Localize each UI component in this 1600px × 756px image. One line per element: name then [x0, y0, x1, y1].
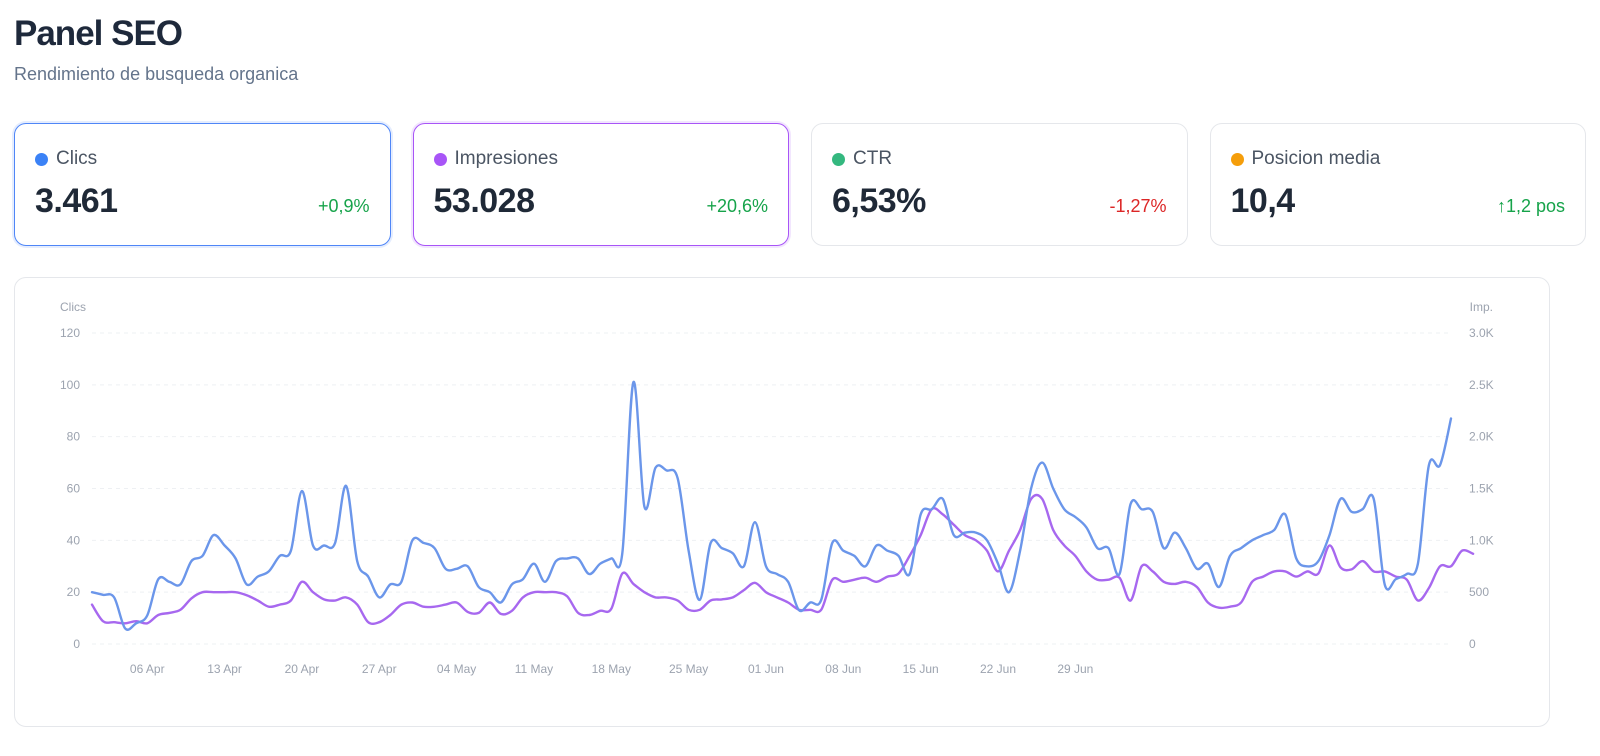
- x-tick-label: 08 Jun: [825, 662, 861, 676]
- x-tick-label: 25 May: [669, 662, 708, 676]
- y-left-tick-label: 60: [67, 482, 81, 496]
- kpi-card-position[interactable]: Posicion media 10,4 ↑1,2 pos: [1209, 123, 1586, 246]
- kpi-card-clicks[interactable]: Clics 3.461 +0,9%: [14, 123, 391, 246]
- kpi-delta-position: ↑1,2 pos: [1496, 196, 1565, 216]
- performance-chart: 0 0 20 500 40 1.0K 60 1.5K 80 2.0K 100 2.5K 120 3.0K C…: [60, 300, 1494, 676]
- y-right-tick-label: 2.5K: [1469, 378, 1494, 392]
- x-tick-label: 13 Apr: [207, 662, 242, 676]
- kpi-label-impressions: Impresiones: [433, 148, 558, 170]
- x-tick-label: 18 May: [592, 662, 631, 676]
- x-tick-label: 15 Jun: [903, 662, 939, 676]
- clicks-dot-icon: [35, 152, 48, 166]
- y-left-tick-label: 100: [60, 378, 80, 392]
- kpi-label-position: Posicion media: [1230, 148, 1380, 170]
- x-tick-label: 06 Apr: [130, 662, 165, 676]
- ctr-dot-icon: [832, 152, 845, 166]
- impressions-series-line: [90, 493, 1475, 626]
- kpi-label-ctr: CTR: [832, 148, 892, 170]
- x-tick-label: 27 Apr: [362, 662, 397, 676]
- kpi-delta-impressions: +20,6%: [706, 196, 768, 216]
- kpi-value-ctr: 6,53%: [832, 182, 926, 220]
- y-left-tick-label: 40: [67, 533, 81, 547]
- kpi-value-position: 10,4: [1230, 182, 1296, 220]
- y-right-tick-label: 3.0K: [1469, 326, 1494, 340]
- y-right-tick-label: 2.0K: [1469, 430, 1494, 444]
- y-right-tick-label: 0: [1469, 637, 1476, 651]
- kpi-label-clicks: Clics: [35, 148, 97, 170]
- impressions-dot-icon: [433, 152, 447, 166]
- x-tick-label: 11 May: [515, 662, 553, 676]
- position-dot-icon: [1230, 152, 1244, 166]
- kpi-card-ctr[interactable]: CTR 6,53% -1,27%: [811, 123, 1188, 246]
- y-right-tick-label: 1.0K: [1469, 533, 1494, 547]
- y-left-tick-label: 0: [73, 637, 80, 651]
- y-left-axis-label: Clics: [60, 300, 86, 314]
- y-right-axis-label: Imp.: [1470, 300, 1493, 314]
- x-tick-label: 01 Jun: [748, 662, 784, 676]
- x-tick-label: 04 May: [437, 662, 476, 676]
- page-subtitle: Rendimiento de busqueda organica: [14, 64, 299, 84]
- x-tick-label: 22 Jun: [980, 662, 1016, 676]
- kpi-card-impressions[interactable]: Impresiones 53.028 +20,6%: [412, 123, 789, 246]
- y-left-tick-label: 120: [60, 326, 80, 340]
- kpi-delta-clicks: +0,9%: [317, 196, 370, 216]
- x-tick-label: 29 Jun: [1057, 662, 1093, 676]
- y-left-tick-label: 80: [67, 430, 81, 444]
- chart-panel: 0 0 20 500 40 1.0K 60 1.5K 80 2.0K 100 2.5K 120 3.0K C…: [14, 277, 1550, 727]
- y-left-tick-label: 20: [67, 585, 81, 599]
- y-right-tick-label: 1.5K: [1469, 482, 1494, 496]
- clicks-series-line: [90, 380, 1453, 631]
- kpi-delta-ctr: -1,27%: [1109, 196, 1167, 216]
- kpi-cards: Clics 3.461 +0,9% Impresiones 53.028 +20…: [14, 123, 1586, 246]
- x-tick-label: 20 Apr: [285, 662, 320, 676]
- y-right-tick-label: 500: [1469, 585, 1489, 599]
- page-title: Panel SEO: [14, 14, 183, 53]
- kpi-value-impressions: 53.028: [433, 182, 536, 220]
- kpi-value-clicks: 3.461: [35, 182, 118, 220]
